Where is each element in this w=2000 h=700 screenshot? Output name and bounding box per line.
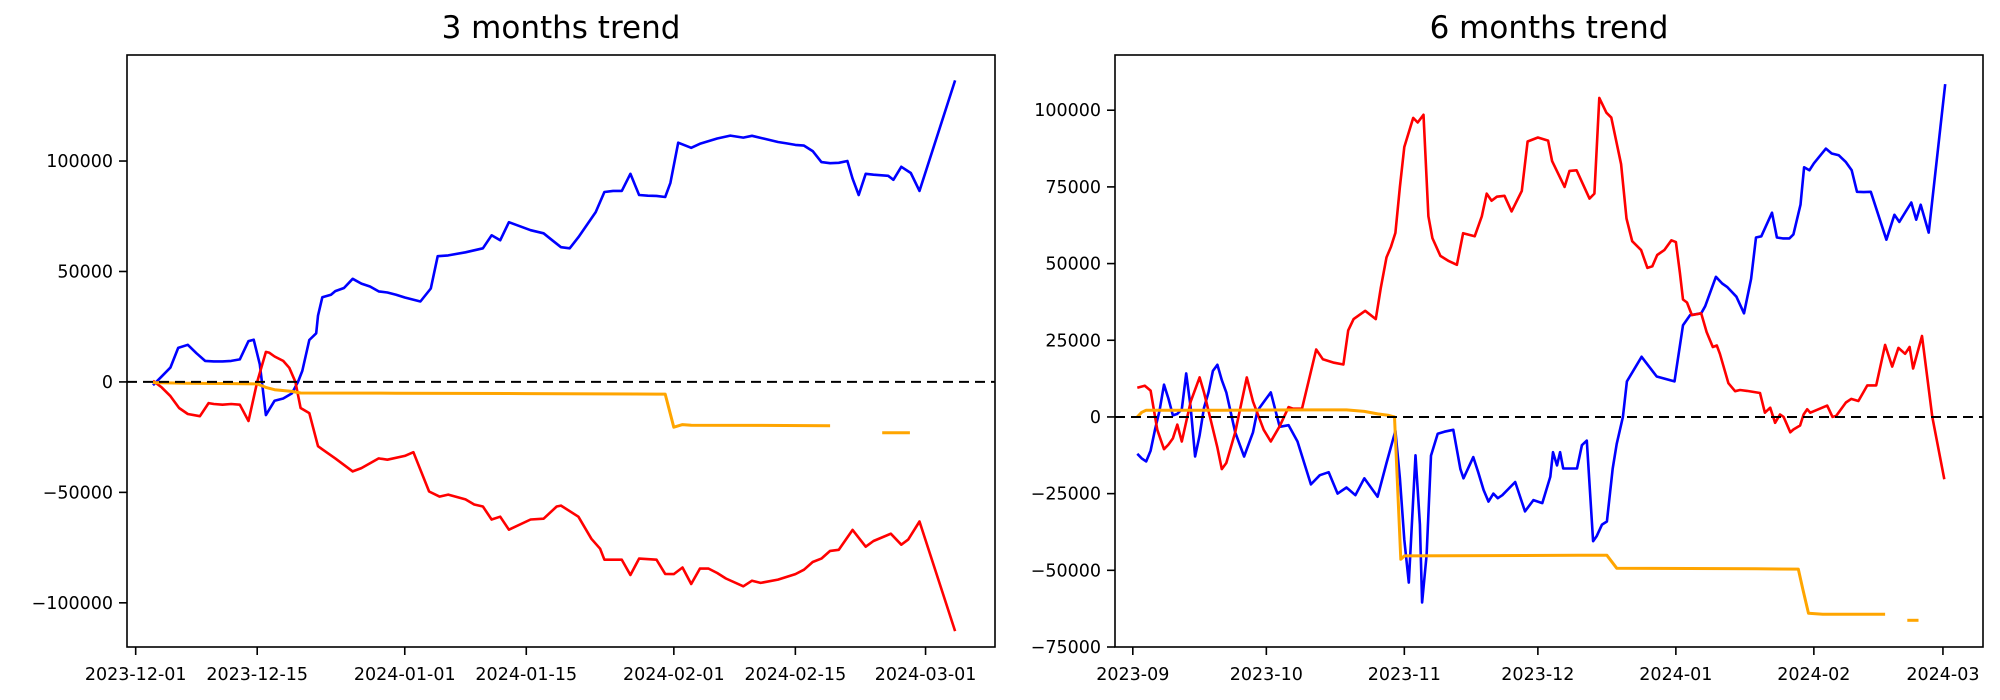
- chart-6-months-ytick-label: 100000: [1034, 101, 1101, 121]
- chart-3-months-ytick-label: 100000: [46, 152, 113, 172]
- chart-6-months-ytick-label: 0: [1090, 408, 1101, 428]
- chart-3-months-xtick-label: 2024-01-15: [475, 665, 577, 685]
- chart-6-months-xtick-label: 2024-02: [1777, 665, 1850, 685]
- chart-3-months-red-line: [152, 350, 957, 632]
- chart-6-months-xtick-label: 2024-03: [1906, 665, 1979, 685]
- chart-3-months-xtick-label: 2024-02-15: [745, 665, 847, 685]
- chart-3-months-xtick-label: 2024-03-01: [875, 665, 977, 685]
- chart-6-months-ytick-label: 25000: [1045, 331, 1101, 351]
- chart-3-months-blue-line: [152, 80, 957, 417]
- chart-6-months-xtick-label: 2023-10: [1230, 665, 1303, 685]
- chart-6-months-ytick-label: −75000: [1031, 638, 1101, 658]
- chart-3-months-title: 3 months trend: [442, 10, 681, 46]
- chart-3-months-plot-border: [126, 54, 996, 648]
- chart-6-months-orange-line: [1136, 408, 1886, 616]
- chart-6-months-ytick-label: 75000: [1045, 178, 1101, 198]
- chart-6-months-ytick-label: −50000: [1031, 561, 1101, 581]
- chart-3-months-xtick-label: 2023-12-15: [206, 665, 308, 685]
- chart-3-months-xtick-label: 2023-12-01: [85, 665, 187, 685]
- chart-3-months-ytick-label: −100000: [32, 594, 113, 614]
- chart-6-months-title: 6 months trend: [1430, 10, 1669, 46]
- chart-3-months-ytick-label: −50000: [43, 483, 113, 503]
- chart-6-months-plot-border: [1114, 54, 1984, 648]
- chart-3-months-ytick-label: 0: [102, 373, 113, 393]
- chart-6-months-xtick-label: 2023-12: [1501, 665, 1574, 685]
- chart-3-months-xtick-label: 2024-01-01: [354, 665, 456, 685]
- chart-6-months-blue-line: [1136, 83, 1947, 604]
- chart-6-months-xtick-label: 2023-09: [1096, 665, 1169, 685]
- chart-3-months-ytick-label: 50000: [57, 262, 113, 282]
- chart-6-months-red-line: [1136, 96, 1946, 480]
- chart-6-months-xtick-label: 2024-01: [1639, 665, 1712, 685]
- chart-6-months-ytick-label: −25000: [1031, 485, 1101, 505]
- chart-3-months-xtick-label: 2024-02-01: [623, 665, 725, 685]
- chart-6-months-xtick-label: 2023-11: [1368, 665, 1441, 685]
- chart-3-months-orange-line: [152, 381, 831, 429]
- chart-6-months-ytick-label: 50000: [1045, 255, 1101, 275]
